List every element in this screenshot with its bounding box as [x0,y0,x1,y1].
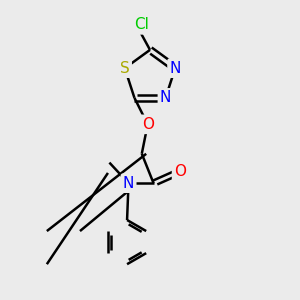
Text: N: N [169,61,181,76]
Text: S: S [120,61,130,76]
Text: O: O [142,117,154,132]
Text: Cl: Cl [134,17,148,32]
Text: O: O [174,164,186,179]
Text: N: N [160,90,171,105]
Text: N: N [123,176,134,191]
